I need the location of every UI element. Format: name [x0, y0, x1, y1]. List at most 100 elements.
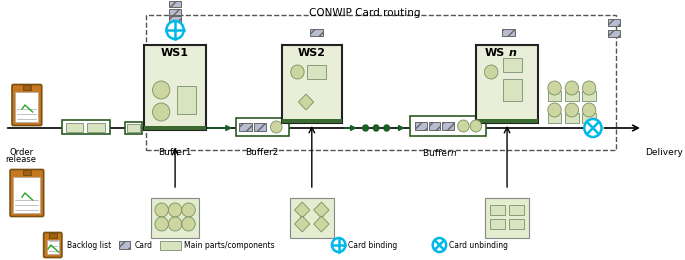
- Text: WS2: WS2: [298, 48, 326, 58]
- Bar: [565, 91, 579, 101]
- Text: WS: WS: [485, 48, 505, 58]
- Circle shape: [582, 103, 596, 117]
- Text: Backlog list: Backlog list: [67, 240, 112, 250]
- Bar: [146, 15, 616, 150]
- Circle shape: [484, 65, 498, 79]
- Bar: [87, 122, 105, 132]
- Polygon shape: [314, 216, 329, 232]
- Bar: [608, 29, 620, 36]
- Bar: [14, 177, 40, 213]
- Bar: [23, 85, 31, 90]
- Circle shape: [584, 119, 601, 137]
- Text: Delivery: Delivery: [645, 148, 683, 157]
- Polygon shape: [314, 202, 329, 218]
- Text: CONWIP Card routing: CONWIP Card routing: [309, 8, 421, 18]
- Bar: [23, 170, 31, 175]
- Circle shape: [155, 203, 169, 217]
- Bar: [490, 219, 505, 229]
- Polygon shape: [299, 94, 314, 110]
- Bar: [151, 198, 199, 238]
- Bar: [582, 91, 596, 101]
- Bar: [177, 86, 196, 114]
- Bar: [490, 205, 505, 215]
- Circle shape: [153, 81, 170, 99]
- Circle shape: [182, 217, 195, 231]
- Bar: [66, 122, 84, 132]
- Bar: [169, 1, 182, 7]
- Circle shape: [548, 103, 561, 117]
- Bar: [548, 91, 561, 101]
- Bar: [49, 233, 57, 238]
- Bar: [485, 198, 529, 238]
- Bar: [253, 123, 266, 131]
- Bar: [310, 29, 323, 36]
- Bar: [548, 113, 561, 123]
- Circle shape: [433, 238, 446, 252]
- Bar: [410, 116, 486, 136]
- Circle shape: [565, 103, 579, 117]
- Bar: [509, 219, 524, 229]
- Bar: [503, 58, 522, 72]
- Bar: [169, 9, 182, 15]
- Circle shape: [362, 125, 369, 131]
- Bar: [582, 113, 596, 123]
- Circle shape: [332, 238, 345, 252]
- Bar: [47, 240, 58, 254]
- FancyBboxPatch shape: [10, 170, 44, 217]
- Text: WS1: WS1: [161, 48, 189, 58]
- Circle shape: [169, 203, 182, 217]
- Circle shape: [153, 103, 170, 121]
- Bar: [476, 45, 538, 123]
- Circle shape: [373, 125, 379, 131]
- Text: Card: Card: [134, 240, 152, 250]
- Text: n: n: [509, 48, 517, 58]
- Circle shape: [470, 120, 482, 132]
- Bar: [282, 119, 342, 123]
- Circle shape: [384, 125, 390, 131]
- Bar: [608, 18, 620, 25]
- Circle shape: [582, 81, 596, 95]
- Circle shape: [166, 21, 184, 39]
- Bar: [62, 120, 110, 134]
- Text: Buffer2: Buffer2: [245, 148, 279, 157]
- Text: Main parts/components: Main parts/components: [184, 240, 275, 250]
- Bar: [429, 122, 440, 130]
- FancyBboxPatch shape: [12, 84, 42, 126]
- Circle shape: [458, 120, 469, 132]
- Circle shape: [182, 203, 195, 217]
- Bar: [565, 113, 579, 123]
- Text: Card unbinding: Card unbinding: [449, 240, 508, 250]
- Text: Order: Order: [9, 148, 33, 157]
- Circle shape: [548, 81, 561, 95]
- Bar: [125, 122, 142, 134]
- Bar: [290, 198, 334, 238]
- Bar: [127, 124, 140, 132]
- Polygon shape: [295, 202, 310, 218]
- Text: Buffer1: Buffer1: [158, 148, 191, 157]
- Text: release: release: [5, 155, 36, 164]
- Bar: [144, 126, 206, 130]
- Circle shape: [290, 65, 304, 79]
- Circle shape: [271, 121, 282, 133]
- Bar: [169, 16, 182, 22]
- Circle shape: [155, 217, 169, 231]
- Text: Buffer: Buffer: [423, 149, 453, 158]
- Bar: [503, 79, 522, 101]
- Text: n: n: [451, 149, 457, 158]
- Bar: [236, 118, 289, 136]
- Bar: [15, 92, 38, 122]
- Bar: [443, 122, 453, 130]
- Bar: [502, 29, 514, 36]
- Circle shape: [565, 81, 579, 95]
- Bar: [415, 122, 427, 130]
- Text: Card binding: Card binding: [348, 240, 397, 250]
- Bar: [144, 45, 206, 130]
- Circle shape: [169, 217, 182, 231]
- Bar: [160, 240, 182, 250]
- Bar: [119, 241, 130, 249]
- Bar: [307, 65, 326, 79]
- Bar: [239, 123, 252, 131]
- Polygon shape: [295, 216, 310, 232]
- Bar: [509, 205, 524, 215]
- FancyBboxPatch shape: [44, 232, 62, 257]
